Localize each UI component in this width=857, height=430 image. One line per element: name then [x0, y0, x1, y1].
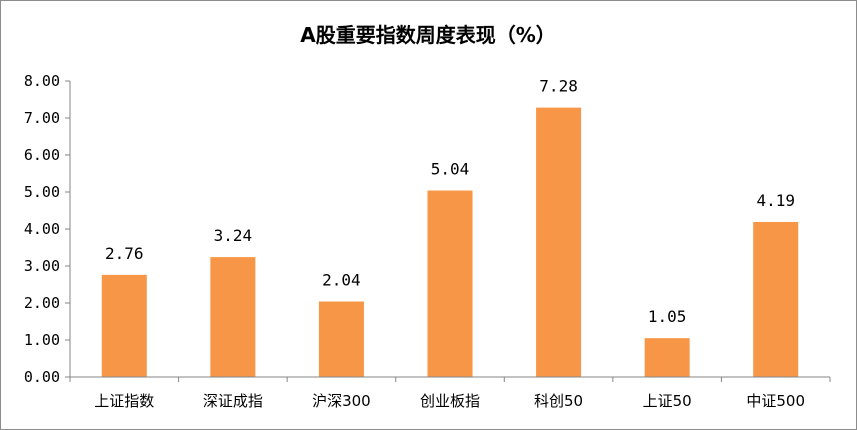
x-axis-categories: 上证指数 深证成指 沪深300 创业板指 科创50 上证50 中证500	[94, 392, 805, 410]
bar	[101, 274, 147, 377]
bars	[101, 107, 799, 377]
y-tick-label: 2.00	[24, 294, 60, 312]
data-label: 1.05	[648, 307, 687, 326]
x-category-label: 科创50	[534, 392, 583, 410]
x-category-label: 上证50	[643, 392, 692, 410]
y-tick-label: 4.00	[24, 220, 60, 238]
axes	[69, 81, 831, 382]
bar	[753, 221, 799, 377]
x-category-label: 中证500	[746, 392, 805, 410]
bar	[427, 190, 473, 377]
x-category-label: 上证指数	[94, 392, 154, 410]
bar	[318, 301, 364, 377]
bar	[536, 107, 582, 377]
y-tick-label: 5.00	[24, 183, 60, 201]
y-tick-label: 6.00	[24, 146, 60, 164]
data-label: 7.28	[539, 77, 578, 96]
y-tick-label: 0.00	[24, 368, 60, 386]
data-label: 2.76	[105, 244, 144, 263]
chart-title: A股重要指数周度表现（%）	[300, 23, 556, 47]
y-tick-label: 8.00	[24, 72, 60, 90]
x-category-label: 沪深300	[312, 392, 371, 410]
bar	[644, 338, 690, 377]
y-axis-ticks: 0.00 1.00 2.00 3.00 4.00 5.00 6.00 7.00 8.00	[24, 72, 70, 386]
data-label: 2.04	[322, 271, 361, 290]
data-label: 5.04	[431, 160, 470, 179]
y-tick-label: 1.00	[24, 331, 60, 349]
data-label: 4.19	[756, 191, 795, 210]
y-tick-label: 7.00	[24, 109, 60, 127]
x-category-label: 深证成指	[203, 392, 263, 410]
bar	[210, 257, 256, 377]
y-tick-label: 3.00	[24, 257, 60, 275]
data-label: 3.24	[214, 226, 253, 245]
data-labels: 2.76 3.24 2.04 5.04 7.28 1.05 4.19	[105, 77, 795, 327]
x-category-label: 创业板指	[420, 392, 480, 410]
